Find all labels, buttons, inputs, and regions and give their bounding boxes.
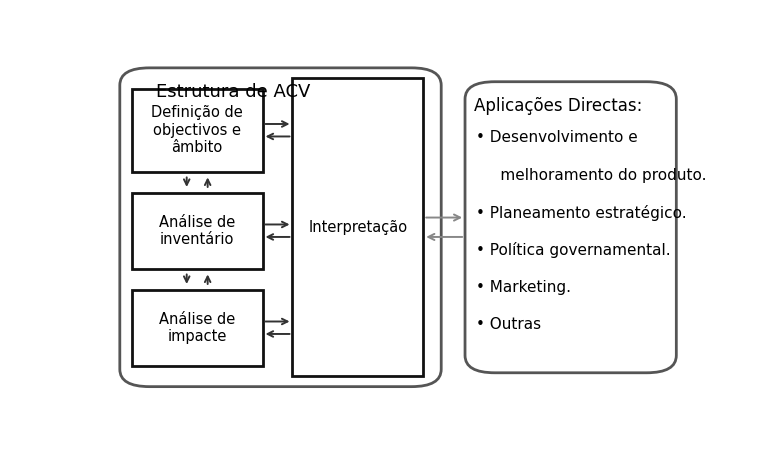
FancyBboxPatch shape	[465, 82, 677, 373]
Text: Aplicações Directas:: Aplicações Directas:	[474, 97, 642, 115]
Text: Interpretação: Interpretação	[308, 220, 408, 235]
Bar	[293, 78, 423, 376]
Text: • Marketing.: • Marketing.	[475, 280, 571, 295]
Bar	[132, 89, 263, 172]
Bar	[132, 193, 263, 269]
Text: Definição de
objectivos e
âmbito: Definição de objectivos e âmbito	[151, 105, 243, 155]
Text: Análise de
impacte: Análise de impacte	[159, 311, 235, 344]
Text: Análise de
inventário: Análise de inventário	[159, 215, 235, 247]
FancyBboxPatch shape	[120, 68, 441, 387]
Text: • Política governamental.: • Política governamental.	[475, 243, 670, 258]
Text: • Outras: • Outras	[475, 317, 541, 333]
Text: Estrutura de ACV: Estrutura de ACV	[155, 83, 310, 101]
Text: • Planeamento estratégico.: • Planeamento estratégico.	[475, 205, 687, 221]
Bar	[132, 290, 263, 366]
Text: melhoramento do produto.: melhoramento do produto.	[475, 168, 707, 183]
Text: • Desenvolvimento e: • Desenvolvimento e	[475, 130, 637, 145]
